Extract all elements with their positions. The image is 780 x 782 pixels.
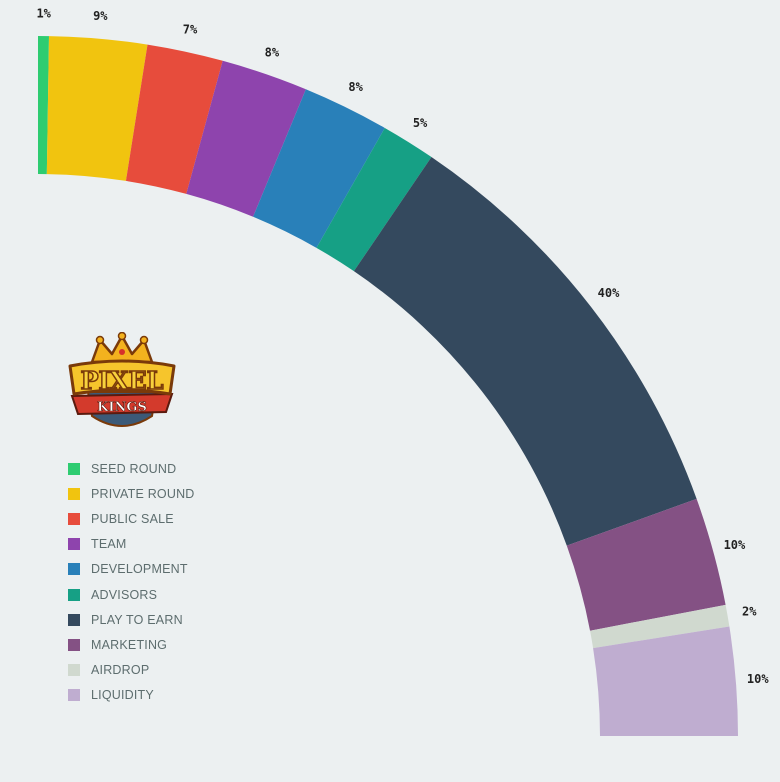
legend-swatch xyxy=(68,664,80,677)
slice-label-airdrop: 2% xyxy=(742,604,757,618)
slice-label-development: 8% xyxy=(348,80,363,94)
legend-label: PUBLIC SALE xyxy=(91,511,174,526)
legend-item-airdrop: AIRDROP xyxy=(68,658,195,683)
pixel-kings-logo: PIXEL KINGS xyxy=(66,331,178,436)
legend-item-public-sale: PUBLIC SALE xyxy=(68,506,195,531)
legend-label: DEVELOPMENT xyxy=(91,562,188,577)
legend-label: SEED ROUND xyxy=(91,461,177,476)
legend-label: AIRDROP xyxy=(91,663,150,678)
slice-liquidity xyxy=(593,626,738,736)
legend-item-development: DEVELOPMENT xyxy=(68,557,195,582)
legend-swatch xyxy=(68,462,80,475)
legend-label: LIQUIDITY xyxy=(91,688,154,703)
legend-swatch xyxy=(68,538,80,551)
legend-item-advisors: ADVISORS xyxy=(68,582,195,607)
slice-label-team: 8% xyxy=(265,45,280,59)
legend-label: PLAY TO EARN xyxy=(91,612,183,627)
slice-label-seed-round: 1% xyxy=(36,7,51,21)
legend-swatch xyxy=(68,613,80,626)
legend-swatch xyxy=(68,588,80,601)
slice-label-marketing: 10% xyxy=(724,538,746,552)
logo-word-kings: KINGS xyxy=(97,400,147,415)
legend-item-private-round: PRIVATE ROUND xyxy=(68,481,195,506)
slice-label-play-to-earn: 40% xyxy=(598,286,620,300)
crown-icon: PIXEL KINGS xyxy=(68,331,176,427)
legend-label: ADVISORS xyxy=(91,587,158,602)
legend-item-play-to-earn: PLAY TO EARN xyxy=(68,607,195,632)
slice-public-sale xyxy=(125,44,223,194)
legend-label: TEAM xyxy=(91,537,127,552)
legend-swatch xyxy=(68,638,80,651)
slice-team xyxy=(186,60,306,217)
slice-airdrop xyxy=(590,604,730,649)
legend-swatch xyxy=(68,487,80,500)
legend-swatch xyxy=(68,689,80,702)
legend-swatch xyxy=(68,563,80,576)
legend-label: PRIVATE ROUND xyxy=(91,486,195,501)
slice-label-public-sale: 7% xyxy=(183,23,198,37)
slice-seed-round xyxy=(38,36,49,175)
legend-item-marketing: MARKETING xyxy=(68,632,195,657)
slice-label-advisors: 5% xyxy=(413,116,428,130)
slice-private-round xyxy=(46,36,148,181)
slice-development xyxy=(253,89,385,248)
legend-label: MARKETING xyxy=(91,637,168,652)
slice-label-private-round: 9% xyxy=(93,9,108,23)
legend-item-liquidity: LIQUIDITY xyxy=(68,683,195,708)
logo-word-pixel: PIXEL xyxy=(80,366,163,395)
slice-label-liquidity: 10% xyxy=(747,672,769,686)
slice-advisors xyxy=(316,127,432,272)
legend-item-team: TEAM xyxy=(68,532,195,557)
chart-legend: SEED ROUND PRIVATE ROUND PUBLIC SALE TEAM DE… xyxy=(68,456,195,708)
legend-swatch xyxy=(68,512,80,525)
legend-item-seed-round: SEED ROUND xyxy=(68,456,195,481)
slice-play-to-earn xyxy=(353,157,697,546)
slice-marketing xyxy=(566,498,726,631)
